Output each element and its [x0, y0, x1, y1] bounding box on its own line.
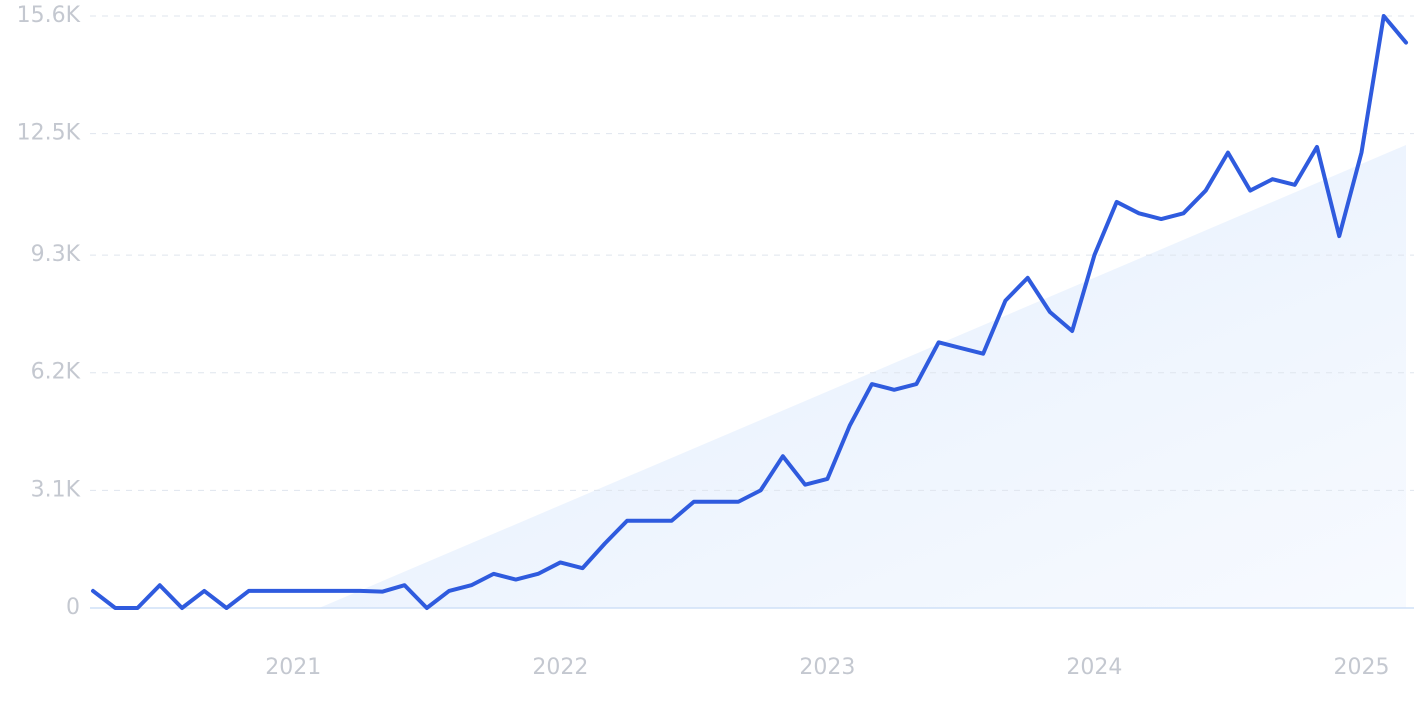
x-tick-label: 2021 — [265, 655, 321, 680]
x-tick-label: 2022 — [532, 655, 588, 680]
y-tick-label: 12.5K — [17, 121, 81, 146]
x-tick-label: 2024 — [1066, 655, 1122, 680]
trend-line — [91, 14, 1408, 610]
x-tick-label: 2023 — [799, 655, 855, 680]
y-tick-label: 3.1K — [31, 477, 81, 502]
y-tick-label: 15.6K — [17, 3, 81, 28]
y-tick-label: 0 — [66, 595, 80, 620]
x-tick-label: 2025 — [1333, 655, 1389, 680]
y-tick-label: 6.2K — [31, 360, 81, 385]
trend-area — [319, 145, 1406, 608]
y-tick-label: 9.3K — [31, 242, 81, 267]
